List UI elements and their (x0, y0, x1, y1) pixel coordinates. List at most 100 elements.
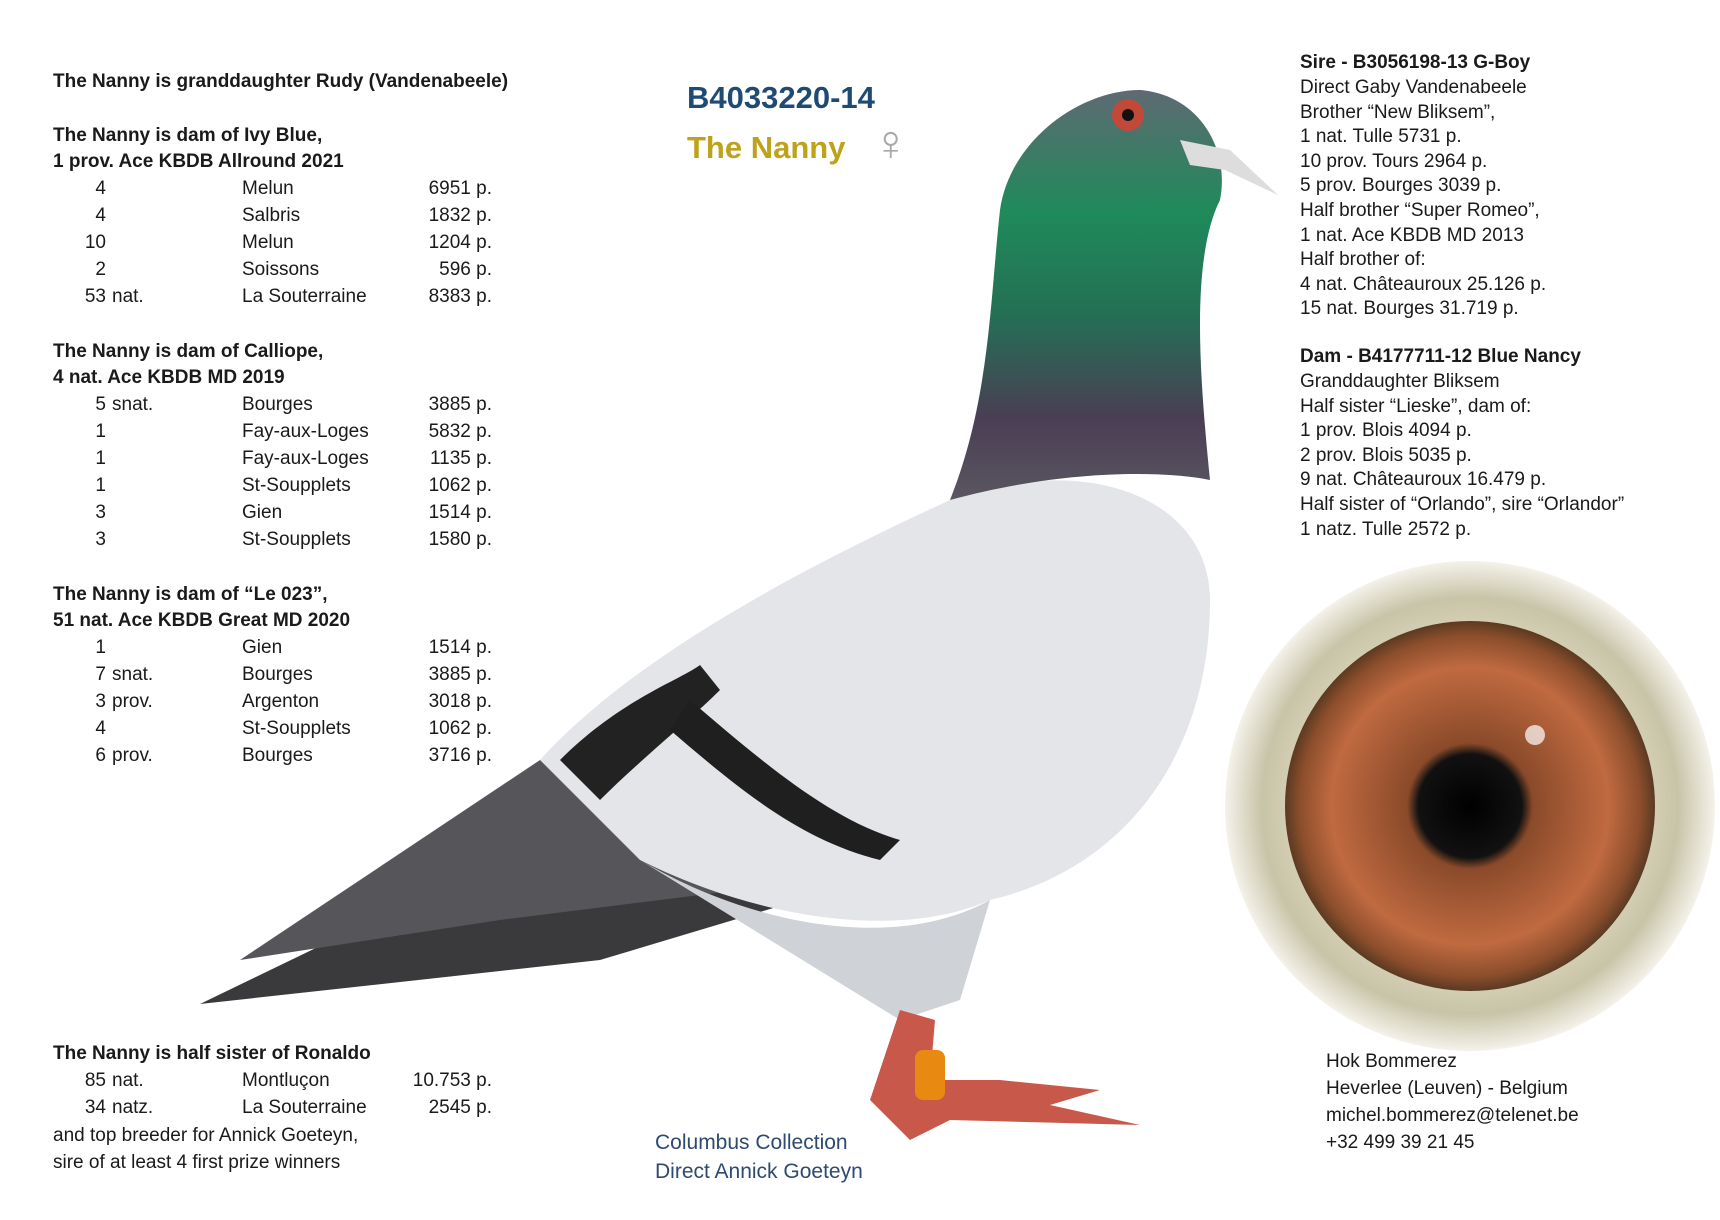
result-birds: 6951 p. (428, 178, 492, 199)
section-heading: 4 nat. Ace KBDB MD 2019 (53, 367, 285, 388)
result-venue: Fay-aux-Loges (242, 421, 369, 442)
result-birds: 3018 p. (428, 691, 492, 712)
sire-line: Direct Gaby Vandenabeele (1300, 77, 1527, 98)
result-birds: 3716 p. (428, 745, 492, 766)
result-venue: Soissons (242, 259, 320, 280)
result-birds: 2545 p. (428, 1097, 492, 1118)
dam-line: 1 natz. Tulle 2572 p. (1300, 518, 1472, 540)
sire-line: Brother “New Bliksem”, (1300, 101, 1496, 123)
dam-line: Half sister of “Orlando”, sire “Orlandor… (1300, 494, 1625, 515)
dam-line: 1 prov. Blois 4094 p. (1300, 420, 1472, 442)
section-heading: The Nanny is dam of Calliope, (53, 341, 324, 362)
result-rank: 1 (95, 448, 106, 469)
dam-line: 9 nat. Châteauroux 16.479 p. (1300, 469, 1547, 491)
sire-line: 4 nat. Châteauroux 25.126 p. (1300, 273, 1547, 295)
sire-line: 15 nat. Bourges 31.719 p. (1300, 298, 1519, 320)
result-rank: 4 (95, 178, 106, 199)
result-birds: 8383 p. (428, 286, 492, 307)
result-rank: 3 (95, 529, 106, 550)
footer-line: sire of at least 4 first prize winners (53, 1152, 341, 1173)
section-heading: The Nanny is dam of “Le 023”, (53, 584, 328, 605)
section-heading: The Nanny is dam of Ivy Blue, (53, 125, 323, 146)
result-birds: 1062 p. (428, 718, 492, 739)
result-birds: 1204 p. (428, 232, 492, 253)
result-rank: 3 (95, 691, 106, 712)
dam-line: 2 prov. Blois 5035 p. (1300, 444, 1472, 466)
result-venue: La Souterraine (242, 286, 367, 307)
result-venue: Bourges (242, 394, 313, 415)
contact-line: Heverlee (Leuven) - Belgium (1326, 1078, 1568, 1099)
beak (1180, 140, 1278, 195)
result-birds: 10.753 p. (412, 1070, 492, 1091)
body (540, 480, 1210, 921)
result-birds: 1832 p. (428, 205, 492, 226)
section-heading: 51 nat. Ace KBDB Great MD 2020 (53, 610, 351, 631)
result-birds: 3885 p. (428, 664, 492, 685)
result-rank: 2 (95, 259, 106, 280)
result-venue: St-Soupplets (242, 718, 351, 739)
result-venue: St-Soupplets (242, 529, 351, 550)
female-symbol-icon: ♀ (872, 115, 910, 171)
dam-line: Half sister “Lieske”, dam of: (1300, 395, 1532, 417)
result-level: snat. (112, 664, 154, 685)
result-venue: Montluçon (242, 1070, 330, 1091)
section-heading: 1 prov. Ace KBDB Allround 2021 (53, 151, 344, 172)
section-heading: The Nanny is half sister of Ronaldo (53, 1043, 371, 1064)
footer-line: and top breeder for Annick Goeteyn, (53, 1125, 359, 1146)
result-venue: Fay-aux-Loges (242, 448, 369, 469)
legs (870, 1010, 1140, 1140)
sire-line: 5 prov. Bourges 3039 p. (1300, 175, 1502, 197)
result-venue: Melun (242, 232, 294, 253)
collection-line: Columbus Collection (655, 1131, 848, 1154)
result-level: nat. (112, 1070, 144, 1091)
contact-line: Hok Bommerez (1326, 1051, 1457, 1072)
collection-line: Direct Annick Goeteyn (655, 1160, 863, 1183)
result-rank: 53 (84, 286, 106, 307)
result-venue: Gien (242, 637, 283, 658)
result-level: snat. (112, 394, 154, 415)
result-level: prov. (112, 691, 153, 712)
result-birds: 1514 p. (428, 637, 492, 658)
dam-line: Granddaughter Bliksem (1300, 371, 1500, 392)
result-birds: 596 p. (439, 259, 492, 280)
sire-line: 10 prov. Tours 2964 p. (1300, 150, 1488, 172)
result-rank: 4 (95, 718, 106, 739)
leg-ring (915, 1050, 945, 1100)
result-level: nat. (112, 286, 144, 307)
ring-number: B4033220-14 (687, 80, 875, 115)
result-venue: Salbris (242, 205, 301, 226)
result-venue: Gien (242, 502, 283, 523)
result-rank: 1 (95, 475, 106, 496)
result-birds: 5832 p. (428, 421, 492, 442)
sire-line: 1 nat. Ace KBDB MD 2013 (1300, 224, 1524, 246)
result-rank: 5 (95, 394, 106, 415)
result-rank: 85 (84, 1070, 106, 1091)
result-venue: St-Soupplets (242, 475, 351, 496)
result-birds: 1514 p. (428, 502, 492, 523)
result-venue: Argenton (242, 691, 320, 712)
result-rank: 4 (95, 205, 106, 226)
intro-line: The Nanny is granddaughter Rudy (Vandena… (53, 71, 509, 92)
contact-line: michel.bommerez@telenet.be (1326, 1105, 1579, 1126)
result-venue: Bourges (242, 664, 313, 685)
result-birds: 1580 p. (428, 529, 492, 550)
result-birds: 1135 p. (430, 448, 492, 469)
contact-line: +32 499 39 21 45 (1326, 1132, 1475, 1153)
dam-title: Dam - B4177711-12 Blue Nancy (1300, 346, 1581, 367)
result-rank: 10 (84, 232, 106, 253)
result-venue: La Souterraine (242, 1097, 367, 1118)
sire-line: Half brother “Super Romeo”, (1300, 200, 1540, 221)
result-level: prov. (112, 745, 153, 766)
result-rank: 1 (95, 421, 106, 442)
result-venue: Melun (242, 178, 294, 199)
result-rank: 3 (95, 502, 106, 523)
pigeon-name: The Nanny (687, 130, 846, 165)
result-venue: Bourges (242, 745, 313, 766)
result-rank: 34 (84, 1097, 106, 1118)
neck (950, 90, 1222, 500)
result-rank: 1 (95, 637, 106, 658)
sire-line: 1 nat. Tulle 5731 p. (1300, 126, 1462, 148)
result-birds: 3885 p. (428, 394, 492, 415)
result-rank: 7 (95, 664, 106, 685)
